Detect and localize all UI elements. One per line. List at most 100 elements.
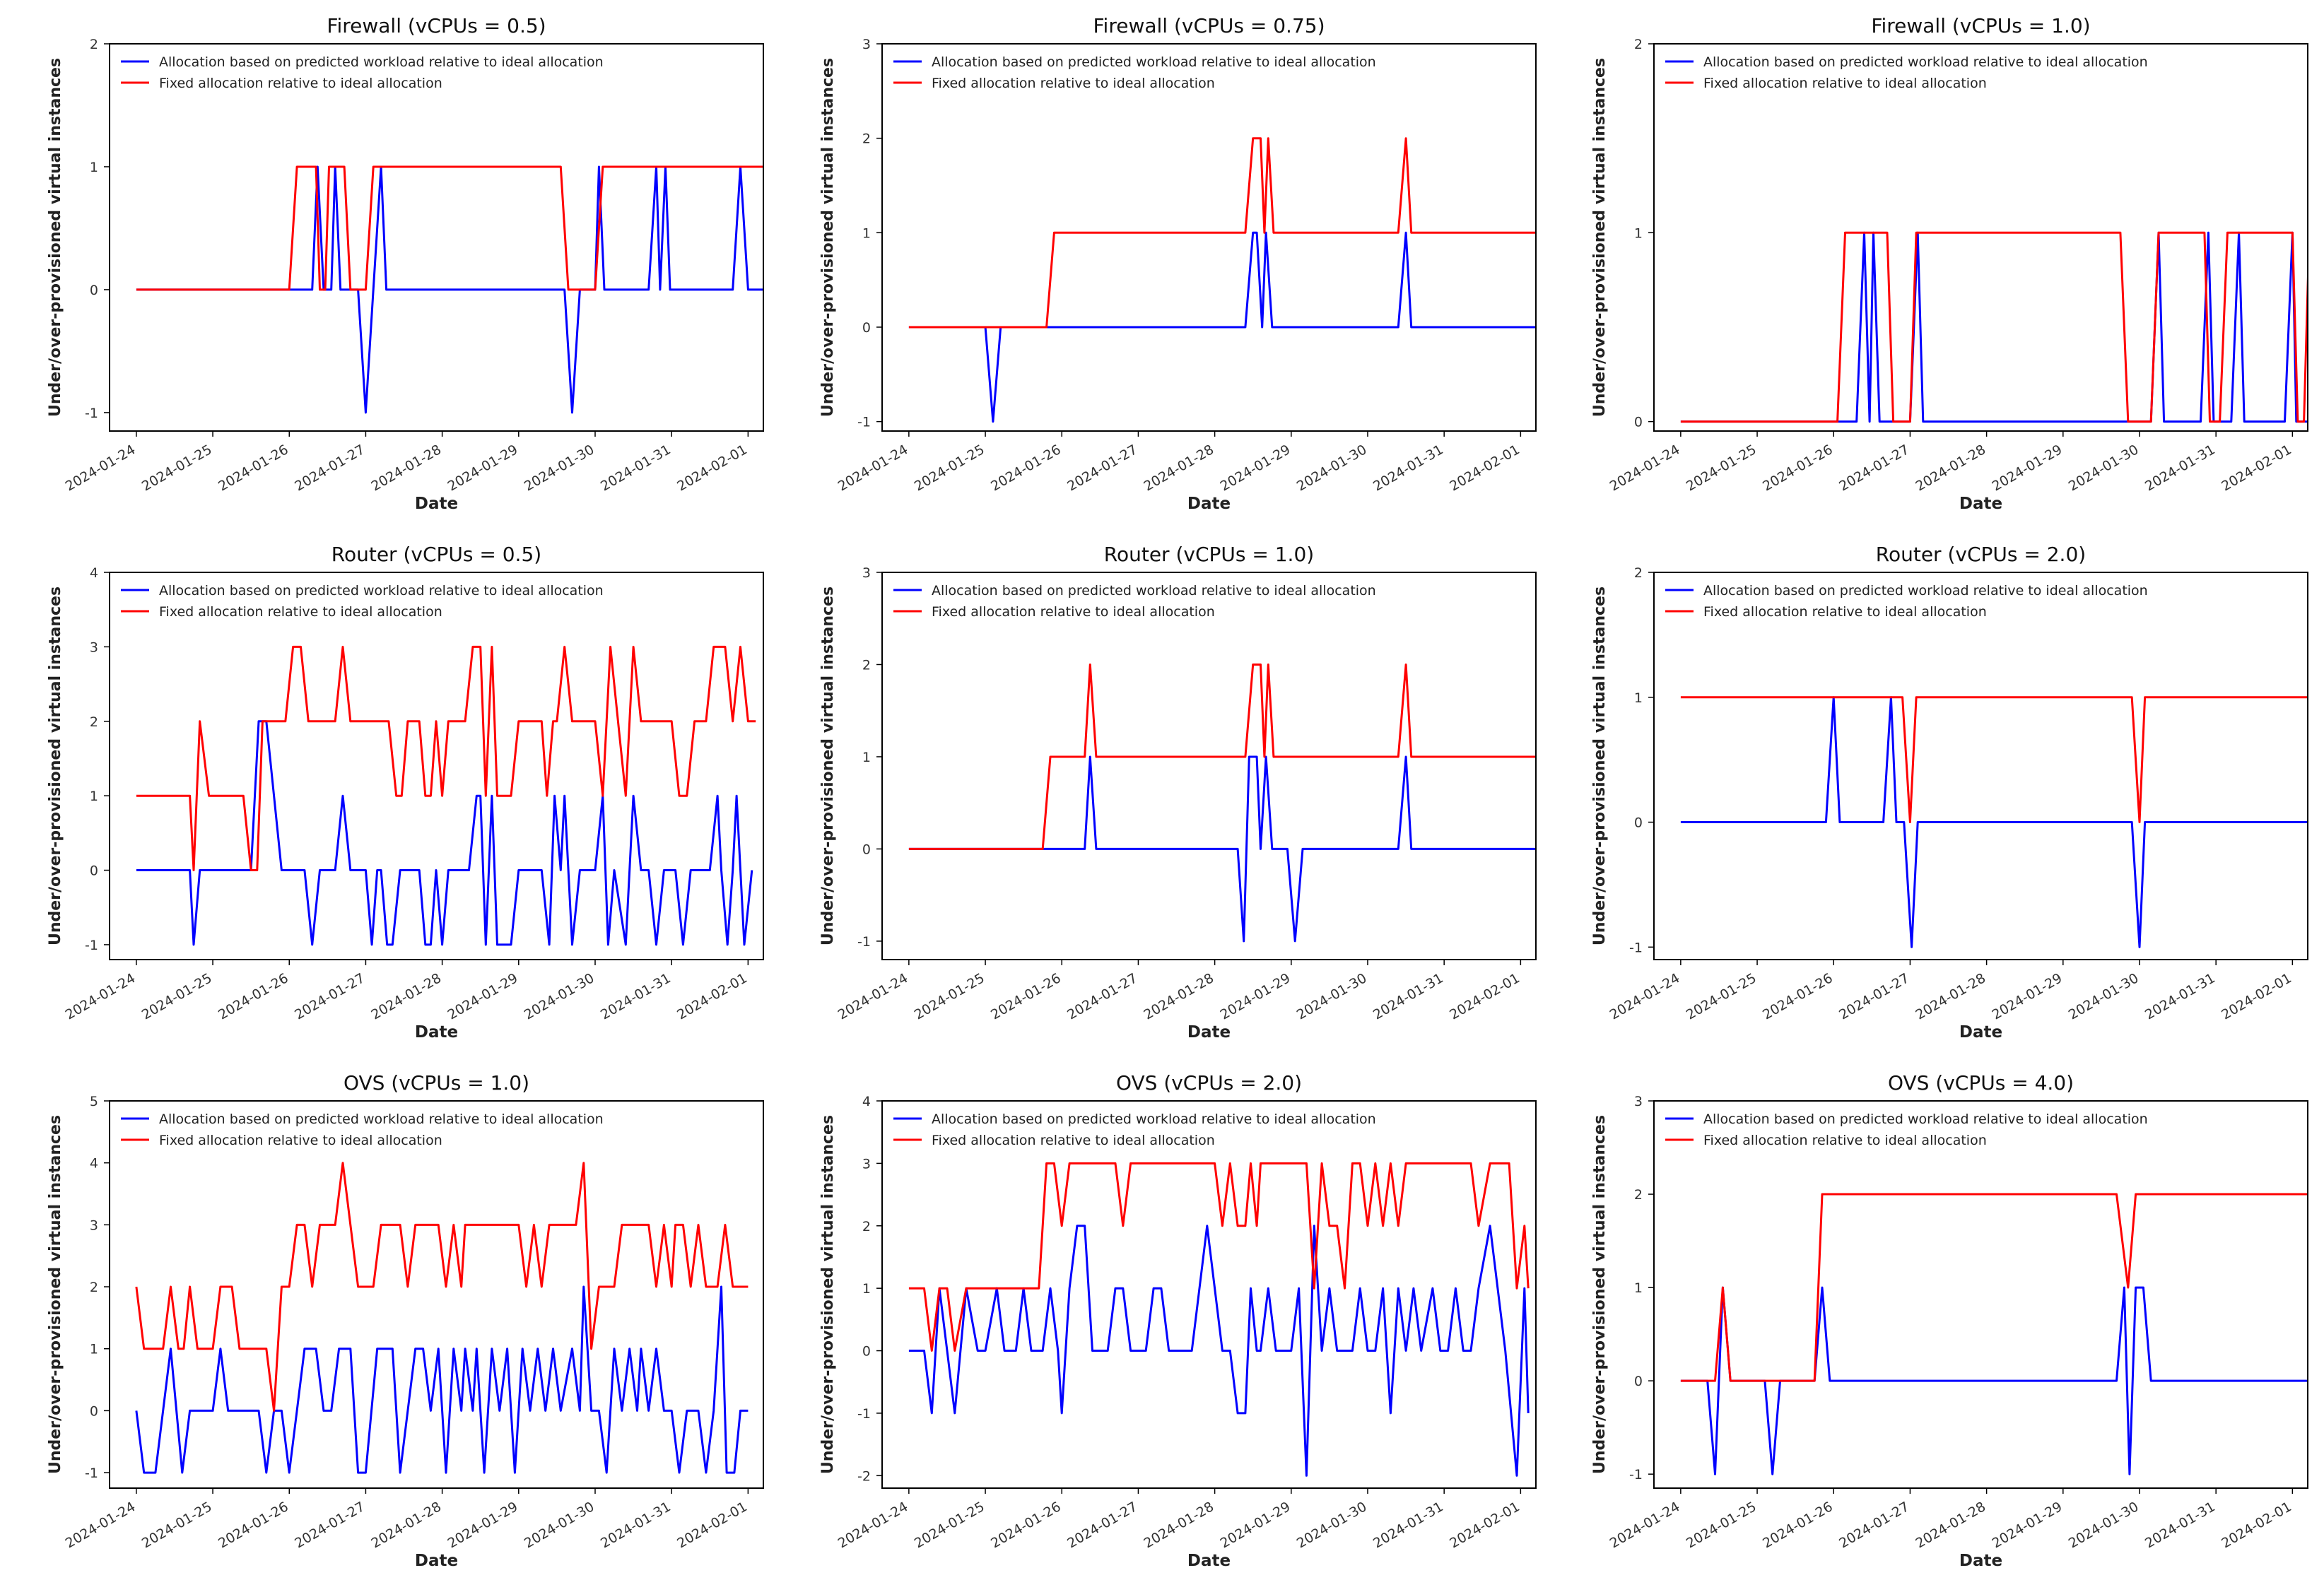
- legend-predicted-label: Allocation based on predicted workload r…: [1703, 583, 2148, 599]
- x-tick-label: 2024-01-31: [598, 970, 674, 1022]
- legend-fixed-label: Fixed allocation relative to ideal alloc…: [159, 76, 442, 91]
- x-axis-label: Date: [1959, 1552, 2002, 1570]
- y-axis-label: Under/over-provisioned virtual instances: [1591, 1115, 1609, 1474]
- y-axis-label: Under/over-provisioned virtual instances: [819, 586, 837, 945]
- x-tick-label: 2024-01-28: [1141, 970, 1216, 1022]
- x-tick-label: 2024-01-24: [835, 1499, 911, 1551]
- y-tick-label: 1: [1634, 1280, 1643, 1296]
- x-tick-label: 2024-01-26: [1760, 442, 1836, 494]
- x-tick-label: 2024-01-27: [292, 442, 368, 494]
- legend-predicted-label: Allocation based on predicted workload r…: [1703, 1112, 2148, 1127]
- fixed-allocation-line: [136, 165, 763, 291]
- x-axis-label: Date: [1187, 1023, 1231, 1042]
- x-tick-label: 2024-01-27: [1836, 442, 1912, 494]
- y-tick-label: 3: [862, 1156, 871, 1172]
- legend-fixed-label: Fixed allocation relative to ideal alloc…: [932, 604, 1215, 620]
- x-tick-label: 2024-01-31: [598, 1499, 674, 1551]
- legend-predicted-label: Allocation based on predicted workload r…: [159, 583, 604, 599]
- x-tick-label: 2024-01-24: [835, 970, 911, 1022]
- x-tick-label: 2024-01-24: [1607, 970, 1683, 1022]
- x-tick-label: 2024-01-29: [1218, 1499, 1293, 1551]
- y-tick-label: -1: [85, 938, 98, 953]
- x-tick-label: 2024-01-31: [2142, 442, 2218, 494]
- y-tick-label: 2: [862, 131, 871, 147]
- y-tick-label: 4: [90, 1156, 98, 1172]
- fixed-allocation-line: [135, 1162, 749, 1412]
- x-tick-label: 2024-01-28: [368, 1499, 444, 1551]
- x-tick-label: 2024-01-25: [139, 970, 215, 1022]
- x-tick-label: 2024-01-30: [1294, 442, 1370, 494]
- y-tick-label: -1: [1629, 1467, 1643, 1482]
- x-tick-label: 2024-01-25: [139, 442, 215, 494]
- x-tick-label: 2024-01-26: [988, 442, 1064, 494]
- x-tick-label: 2024-01-27: [292, 1499, 368, 1551]
- y-tick-label: 2: [90, 1280, 98, 1295]
- x-tick-label: 2024-01-27: [1836, 1499, 1912, 1551]
- x-tick-label: 2024-02-01: [2219, 442, 2294, 494]
- predicted-allocation-line: [1680, 1286, 2308, 1475]
- x-tick-label: 2024-01-26: [988, 970, 1064, 1022]
- y-tick-label: 1: [862, 1281, 871, 1297]
- x-tick-label: 2024-01-30: [522, 1499, 597, 1551]
- x-tick-label: 2024-01-24: [1607, 1499, 1683, 1551]
- y-tick-label: -2: [857, 1468, 871, 1484]
- x-tick-label: 2024-01-31: [2142, 1499, 2218, 1551]
- y-tick-label: 5: [90, 1094, 98, 1109]
- subplot-title: Router (vCPUs = 0.5): [331, 543, 541, 566]
- x-tick-label: 2024-01-26: [216, 970, 291, 1022]
- plot-frame: [1653, 1100, 2308, 1489]
- x-tick-label: 2024-01-24: [1607, 442, 1683, 494]
- x-tick-label: 2024-01-27: [292, 970, 368, 1022]
- x-tick-label: 2024-01-30: [522, 970, 597, 1022]
- legend-predicted-label: Allocation based on predicted workload r…: [932, 583, 1376, 599]
- y-tick-label: -1: [857, 934, 871, 950]
- x-tick-label: 2024-01-29: [1990, 1499, 2065, 1551]
- x-tick-label: 2024-01-30: [2066, 1499, 2142, 1551]
- y-tick-label: 0: [90, 1403, 98, 1419]
- y-tick-label: 2: [1634, 37, 1643, 52]
- x-tick-label: 2024-01-25: [1684, 970, 1759, 1022]
- plot-frame: [881, 43, 1537, 432]
- predicted-allocation-line: [136, 165, 763, 414]
- y-tick-label: 1: [90, 160, 98, 175]
- x-tick-label: 2024-02-01: [674, 970, 750, 1022]
- x-tick-label: 2024-01-31: [1371, 442, 1446, 494]
- subplot-title: Firewall (vCPUs = 1.0): [1871, 14, 2090, 37]
- predicted-allocation-line: [908, 755, 1536, 943]
- x-tick-label: 2024-01-28: [368, 442, 444, 494]
- legend-fixed-label: Fixed allocation relative to ideal alloc…: [932, 76, 1215, 91]
- subplot-title: OVS (vCPUs = 4.0): [1888, 1071, 2074, 1095]
- y-tick-label: 0: [1634, 1374, 1643, 1389]
- x-axis-label: Date: [415, 1023, 458, 1042]
- x-axis-label: Date: [1959, 495, 2002, 513]
- y-tick-label: 0: [1634, 815, 1643, 831]
- x-tick-label: 2024-01-27: [1064, 970, 1140, 1022]
- x-tick-label: 2024-01-26: [1760, 1499, 1836, 1551]
- y-axis-label: Under/over-provisioned virtual instances: [47, 58, 64, 417]
- predicted-allocation-line: [1680, 696, 2308, 948]
- plot-frame: [881, 572, 1537, 960]
- y-tick-label: 3: [90, 1217, 98, 1233]
- y-tick-label: 0: [862, 320, 871, 336]
- x-tick-label: 2024-01-27: [1836, 970, 1912, 1022]
- x-tick-label: 2024-02-01: [2219, 1499, 2294, 1551]
- x-tick-label: 2024-01-28: [1913, 442, 1988, 494]
- x-tick-label: 2024-01-30: [2066, 442, 2142, 494]
- y-axis-label: Under/over-provisioned virtual instances: [47, 1115, 64, 1474]
- y-tick-label: 3: [862, 565, 871, 581]
- predicted-allocation-line: [1680, 231, 2308, 423]
- y-tick-label: 4: [90, 565, 98, 581]
- predicted-allocation-line: [135, 1285, 749, 1474]
- y-tick-label: 2: [1634, 1187, 1643, 1203]
- x-tick-label: 2024-01-31: [1371, 970, 1446, 1022]
- x-tick-label: 2024-01-24: [63, 1499, 139, 1551]
- x-tick-label: 2024-01-29: [445, 1499, 521, 1551]
- x-axis-label: Date: [1187, 495, 1231, 513]
- x-tick-label: 2024-02-01: [674, 1499, 750, 1551]
- legend-fixed-label: Fixed allocation relative to ideal alloc…: [159, 604, 442, 620]
